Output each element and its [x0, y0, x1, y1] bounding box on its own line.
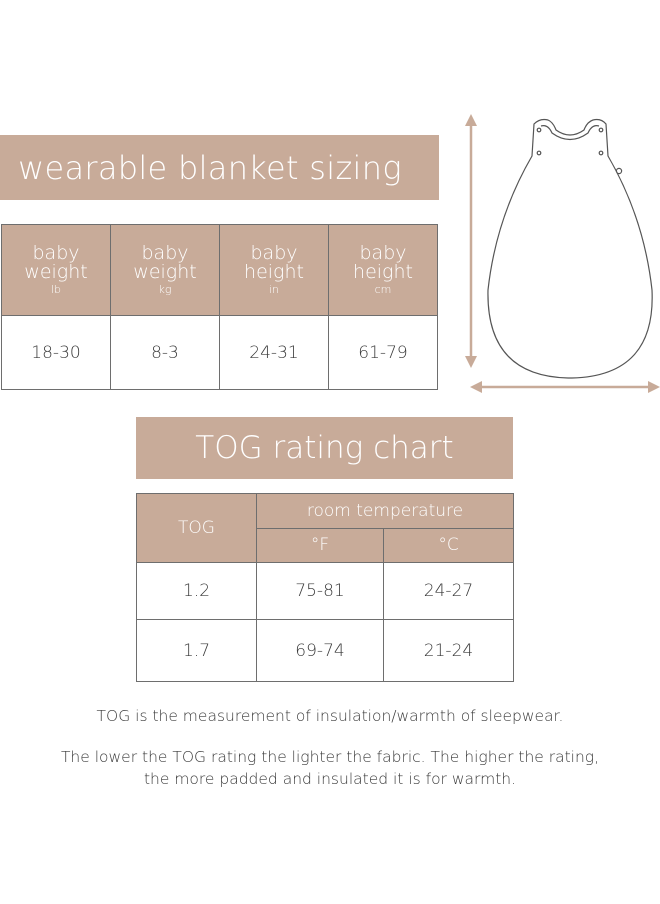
sleep-sack-diagram [465, 114, 660, 393]
sizing-header-row: baby weight lb baby weight kg baby heigh… [1, 224, 438, 316]
value-weight-kg: 8-3 [110, 315, 220, 390]
header-celsius: °C [383, 527, 514, 563]
temp-celsius: 21-24 [383, 619, 514, 682]
header-label: baby height [353, 241, 413, 283]
header-weight-lb: baby weight lb [1, 224, 111, 316]
tog-row: 1.7 69-74 21-24 [136, 619, 514, 682]
temp-fahrenheit: 69-74 [256, 619, 384, 682]
tog-title: TOG rating chart [195, 430, 454, 466]
vertical-arrow [465, 114, 477, 368]
header-unit: in [268, 282, 280, 296]
tog-explanation-text: The lower the TOG rating the lighter the… [60, 748, 600, 788]
sizing-title-banner: wearable blanket sizing [0, 135, 439, 200]
header-unit: cm [374, 282, 392, 296]
header-height-cm: baby height cm [328, 224, 438, 316]
temp-celsius: 24-27 [383, 562, 514, 620]
tog-explanation-note: The lower the TOG rating the lighter the… [0, 746, 660, 790]
sizing-title: wearable blanket sizing [18, 148, 402, 187]
sizing-table: baby weight lb baby weight kg baby heigh… [1, 224, 438, 390]
tog-row: 1.2 75-81 24-27 [136, 562, 514, 620]
tog-header-row: TOG room temperature [136, 493, 514, 563]
sizing-value-row: 18-30 8-3 24-31 61-79 [1, 315, 438, 390]
tog-table: TOG room temperature °F °C 1.2 75-81 24-… [136, 493, 514, 682]
header-unit: lb [50, 282, 62, 296]
header-fahrenheit: °F [256, 527, 384, 563]
sleep-sack-outline-icon [487, 118, 653, 379]
tog-title-banner: TOG rating chart [136, 417, 513, 479]
value-weight-lb: 18-30 [1, 315, 111, 390]
header-room-temperature: room temperature [256, 493, 514, 529]
header-label: baby height [244, 241, 304, 283]
value-height-in: 24-31 [219, 315, 329, 390]
header-weight-kg: baby weight kg [110, 224, 220, 316]
header-label: baby weight [24, 241, 88, 283]
header-unit: kg [158, 282, 172, 296]
temp-fahrenheit: 75-81 [256, 562, 384, 620]
value-height-cm: 61-79 [328, 315, 438, 390]
header-label: baby weight [133, 241, 197, 283]
header-height-in: baby height in [219, 224, 329, 316]
tog-unit-row: °F °C [137, 527, 514, 563]
tog-value: 1.2 [136, 562, 257, 620]
tog-value: 1.7 [136, 619, 257, 682]
tog-definition-note: TOG is the measurement of insulation/war… [96, 707, 564, 725]
header-tog: TOG [136, 493, 257, 563]
horizontal-arrow [470, 381, 660, 393]
